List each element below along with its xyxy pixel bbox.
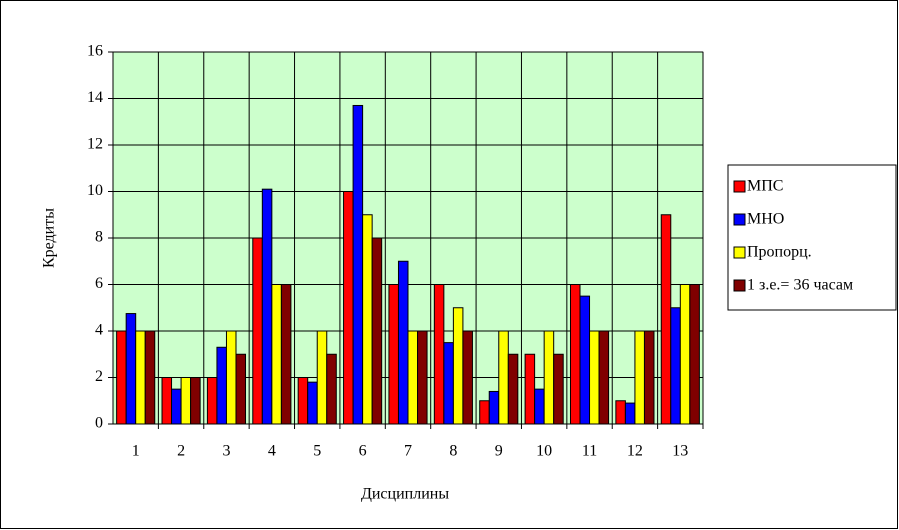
bar: [524, 353, 536, 425]
x-axis-label: Дисциплины: [361, 486, 449, 503]
y-tick-label: 14: [87, 89, 103, 106]
x-tick-label: 1: [132, 443, 140, 460]
bar: [670, 307, 681, 425]
x-tick-label: 13: [672, 443, 688, 460]
y-tick-label: 16: [87, 43, 103, 60]
x-tick-label: 12: [627, 443, 643, 460]
bar: [407, 330, 419, 425]
bar: [488, 390, 500, 425]
bar: [679, 284, 691, 425]
bar: [553, 353, 564, 425]
x-tick-label: 7: [404, 443, 412, 460]
bar: [206, 377, 218, 425]
y-tick-label: 2: [95, 368, 103, 385]
x-tick-label: 9: [495, 443, 503, 460]
x-tick-label: 8: [449, 443, 457, 460]
bar: [589, 330, 600, 425]
legend-swatch: [733, 246, 746, 259]
bar: [598, 330, 610, 425]
y-tick-label: 6: [95, 275, 103, 292]
bar: [433, 284, 445, 425]
bar: [443, 342, 454, 425]
x-tick-label: 10: [536, 443, 552, 460]
bar: [171, 388, 182, 425]
bar: [261, 188, 273, 425]
legend-label: Пропорц.: [747, 244, 812, 261]
x-tick-label: 5: [313, 443, 321, 460]
bar: [534, 388, 545, 425]
bar: [462, 330, 473, 425]
bar: [479, 400, 490, 425]
bar: [388, 284, 399, 425]
bar: [144, 330, 156, 425]
bar: [235, 353, 247, 425]
bar: [579, 295, 591, 425]
legend-label: МПС: [747, 178, 783, 195]
bar: [180, 377, 192, 425]
bar: [216, 346, 227, 425]
bar: [280, 284, 292, 425]
bar: [624, 402, 636, 425]
y-axis-label: Кредиты: [41, 208, 58, 268]
y-tick-label: 8: [95, 229, 103, 246]
bar: [161, 377, 173, 425]
bar: [371, 237, 383, 425]
bar: [352, 104, 364, 425]
x-tick-label: 6: [359, 443, 367, 460]
x-tick-label: 3: [222, 443, 230, 460]
y-tick-label: 12: [87, 136, 103, 153]
x-tick-label: 4: [268, 443, 276, 460]
bar: [507, 353, 519, 425]
bar: [634, 330, 645, 425]
bar: [125, 313, 137, 425]
legend-label: МНО: [747, 211, 784, 228]
bar: [252, 237, 263, 425]
bar: [343, 191, 354, 425]
legend-box: [727, 164, 897, 311]
bar: [271, 284, 282, 425]
bar: [643, 330, 655, 425]
legend-swatch: [733, 180, 746, 193]
bar: [569, 284, 581, 425]
legend-swatch: [733, 279, 746, 292]
x-tick-label: 2: [177, 443, 185, 460]
bar: [362, 214, 373, 425]
bar: [397, 260, 409, 425]
x-tick-label: 11: [582, 443, 597, 460]
bar: [116, 330, 127, 425]
bar: [225, 330, 237, 425]
bar: [307, 381, 318, 425]
bar: [615, 400, 626, 425]
bar: [417, 330, 428, 425]
bar: [326, 353, 337, 425]
bar: [689, 284, 700, 425]
legend-swatch: [733, 213, 746, 226]
bar: [190, 377, 201, 425]
bar: [660, 214, 672, 425]
bar: [297, 377, 309, 425]
bar: [543, 330, 555, 425]
y-tick-label: 4: [95, 322, 103, 339]
y-tick-label: 10: [87, 182, 103, 199]
legend-label: 1 з.е.= 36 часам: [747, 277, 853, 294]
y-tick-label: 0: [95, 415, 103, 432]
bar: [452, 307, 464, 425]
bar: [498, 330, 509, 425]
bar: [316, 330, 328, 425]
bar: [135, 330, 146, 425]
